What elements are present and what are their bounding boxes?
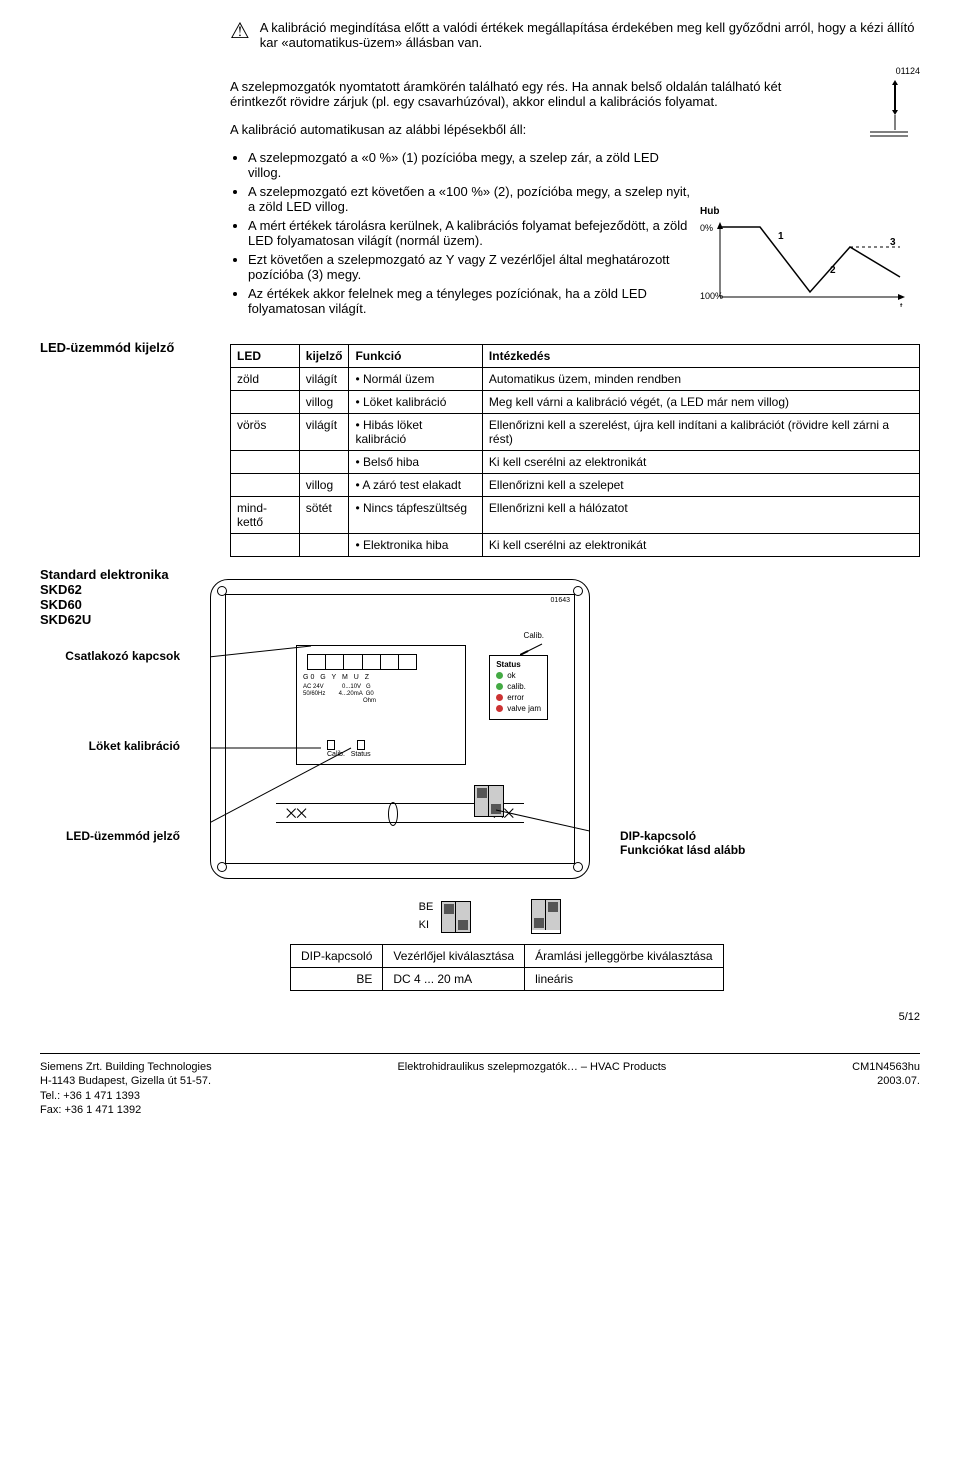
th-funkcio: Funkció — [349, 345, 482, 368]
label-be: BE — [419, 899, 434, 917]
status-title: Status — [496, 660, 541, 669]
fig-id-top: 01124 — [850, 66, 920, 76]
hub-title: Hub — [700, 206, 920, 217]
hub-chart: Hub 0% 100% 1 2 3 t — [700, 206, 920, 316]
dip-r3: lineáris — [525, 968, 723, 991]
dip-h3: Áramlási jelleggörbe kiválasztása — [525, 945, 723, 968]
table-cell: Ki kell cserélni az elektronikát — [482, 451, 919, 474]
table-cell — [231, 451, 300, 474]
label-ki: KI — [419, 917, 434, 935]
footer-right: CM1N4563hu 2003.07. — [852, 1060, 920, 1117]
table-cell: sötét — [299, 497, 349, 534]
calibration-description: 01124 A szelepmozgatók nyomtatott áramkö… — [230, 66, 920, 326]
calib-label: Calib. — [524, 631, 544, 640]
pcb-module: G0 G Y M U Z AC 24V 0...10V G 50/60Hz 4.… — [296, 645, 466, 765]
footer-center: Elektrohidraulikus szelepmozgatók… – HVA… — [397, 1060, 666, 1117]
callout-loket: Löket kalibráció — [60, 739, 180, 753]
callout-dip: DIP-kapcsoló Funkciókat lásd alább — [620, 829, 780, 857]
table-cell — [231, 534, 300, 557]
status-legend: Status ok calib. error valve jam — [489, 655, 548, 720]
warning-text: A kalibráció megindítása előtt a valódi … — [260, 20, 920, 50]
dip-switch-b — [531, 899, 561, 934]
table-cell: • Hibás löket kalibráció — [349, 414, 482, 451]
svg-text:t: t — [900, 301, 903, 307]
warning-icon: ⚠ — [230, 20, 250, 42]
terminal-sublabels: AC 24V 0...10V G 50/60Hz 4...20mA G0 Ohm — [303, 684, 376, 706]
screwdriver-icon — [860, 80, 910, 140]
pcb-diagram-wrap: Csatlakozó kapcsok Löket kalibráció LED-… — [60, 579, 740, 879]
dip-row: BE KI — [60, 899, 920, 934]
table-cell: Meg kell várni a kalibráció végét, (a LE… — [482, 391, 919, 414]
table-cell — [231, 474, 300, 497]
table-cell — [299, 534, 349, 557]
svg-text:1: 1 — [778, 231, 784, 242]
th-led: LED — [231, 345, 300, 368]
terminal-labels: G0 G Y M U Z — [303, 674, 371, 681]
pcb-box: 01643 G0 G Y M U Z AC 24V 0...10V G 50/6… — [210, 579, 590, 879]
table-cell: világít — [299, 414, 349, 451]
intro-p2: A kalibráció automatikusan az alábbi lép… — [230, 122, 920, 137]
svg-text:0%: 0% — [700, 223, 713, 233]
page-footer: Siemens Zrt. Building Technologies H-114… — [40, 1053, 920, 1117]
page-number: 5/12 — [40, 1011, 920, 1023]
step-4: Ezt követően a szelepmozgató az Y vagy Z… — [248, 252, 690, 282]
footer-left: Siemens Zrt. Building Technologies H-114… — [40, 1060, 212, 1117]
fig-id-pcb: 01643 — [551, 597, 570, 604]
svg-text:100%: 100% — [700, 291, 723, 301]
intro-p1: A szelepmozgatók nyomtatott áramkörén ta… — [230, 79, 920, 109]
pcb-dip-switch — [474, 785, 504, 817]
table-cell: • Nincs tápfeszültség — [349, 497, 482, 534]
th-intezkedes: Intézkedés — [482, 345, 919, 368]
callout-csatlakozo: Csatlakozó kapcsok — [60, 649, 180, 663]
table-cell: villog — [299, 474, 349, 497]
table-cell: vörös — [231, 414, 300, 451]
table-cell: • Elektronika hiba — [349, 534, 482, 557]
heading-led-mode: LED-üzemmód kijelző — [40, 340, 210, 557]
table-cell — [299, 451, 349, 474]
dip-h1: DIP-kapcsoló — [291, 945, 383, 968]
svg-text:3: 3 — [890, 237, 896, 248]
table-cell: • Löket kalibráció — [349, 391, 482, 414]
table-cell: Ellenőrizni kell a hálózatot — [482, 497, 919, 534]
step-5: Az értékek akkor felelnek meg a ténylege… — [248, 286, 690, 316]
th-kijelzo: kijelző — [299, 345, 349, 368]
status-error: error — [507, 693, 524, 702]
led-mode-table: LED kijelző Funkció Intézkedés zöldvilág… — [230, 344, 920, 557]
dip-h2: Vezérlőjel kiválasztása — [383, 945, 525, 968]
table-cell — [231, 391, 300, 414]
table-cell: mind-kettő — [231, 497, 300, 534]
dip-r2: DC 4 ... 20 mA — [383, 968, 525, 991]
callout-led-jelzo: LED-üzemmód jelző — [60, 829, 180, 843]
warning-block: ⚠ A kalibráció megindítása előtt a valód… — [230, 20, 920, 50]
svg-text:2: 2 — [830, 265, 836, 276]
table-cell: villog — [299, 391, 349, 414]
dip-switch-a — [441, 901, 471, 933]
table-cell: Ki kell cserélni az elektronikát — [482, 534, 919, 557]
table-cell: Ellenőrizni kell a szerelést, újra kell … — [482, 414, 919, 451]
table-cell: zöld — [231, 368, 300, 391]
table-cell: világít — [299, 368, 349, 391]
terminal-strip — [307, 654, 417, 670]
dip-function-table: DIP-kapcsoló Vezérlőjel kiválasztása Ára… — [290, 944, 724, 991]
table-cell: • Normál üzem — [349, 368, 482, 391]
step-2: A szelepmozgató ezt követően a «100 %» (… — [248, 184, 690, 214]
table-cell: • A záró test elakadt — [349, 474, 482, 497]
status-valvejam: valve jam — [507, 704, 541, 713]
step-1: A szelepmozgató a «0 %» (1) pozícióba me… — [248, 150, 690, 180]
dip-r1: BE — [291, 968, 383, 991]
table-cell: Ellenőrizni kell a szelepet — [482, 474, 919, 497]
step-3: A mért értékek tárolásra kerülnek, A kal… — [248, 218, 690, 248]
status-ok: ok — [507, 671, 515, 680]
table-cell: • Belső hiba — [349, 451, 482, 474]
status-calib: calib. — [507, 682, 526, 691]
table-cell: Automatikus üzem, minden rendben — [482, 368, 919, 391]
